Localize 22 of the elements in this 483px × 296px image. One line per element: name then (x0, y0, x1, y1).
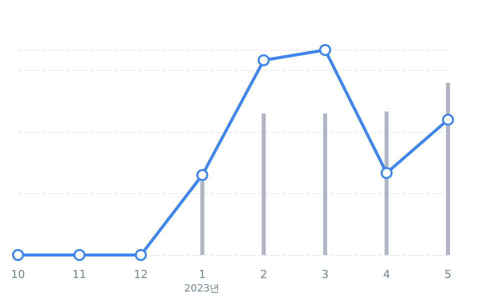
point (12, 249, 24, 261)
point (73, 249, 86, 261)
x-tick-label: 3 (322, 268, 329, 281)
x-tick-label: 12 (134, 268, 148, 281)
bar (262, 114, 266, 255)
x-tick-label: 1 (198, 268, 206, 281)
point (196, 169, 208, 182)
bar (446, 82, 450, 255)
x-tick-label: 2 (260, 268, 268, 281)
point (134, 249, 147, 261)
bar (323, 114, 328, 255)
x-tick-label: 4 (383, 268, 390, 281)
x-tick-label: 5 (444, 268, 452, 281)
point (380, 167, 393, 179)
point (442, 114, 454, 126)
x-tick-label: 10 (11, 268, 25, 281)
text: 2023년 (184, 284, 220, 294)
point (258, 54, 270, 66)
bar (200, 181, 204, 255)
x-tick-label: 11 (72, 268, 86, 281)
point (319, 44, 332, 56)
bar (384, 112, 389, 255)
